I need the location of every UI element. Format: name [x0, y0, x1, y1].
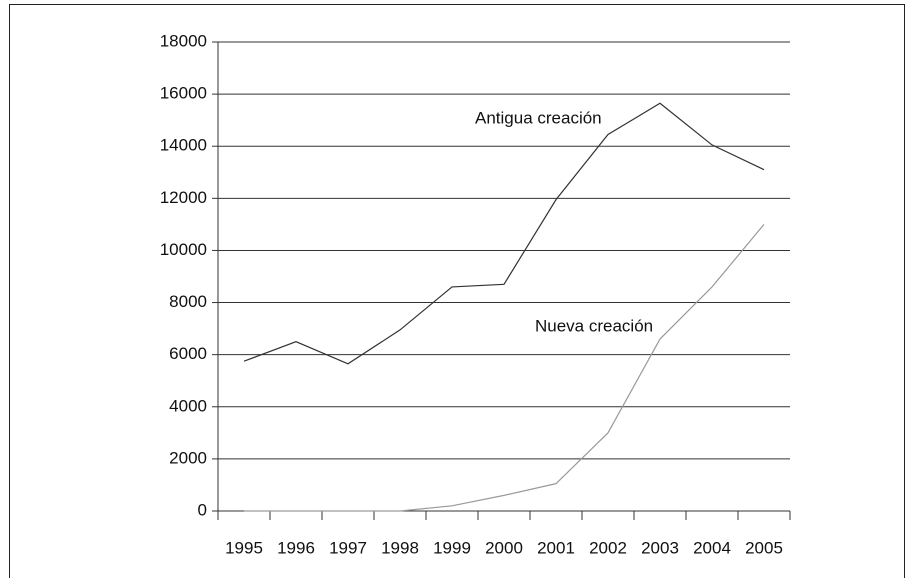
y-tick-label: 6000 — [169, 344, 207, 363]
y-tick-label: 2000 — [169, 448, 207, 467]
x-tick-label: 2000 — [485, 538, 523, 557]
frame — [9, 4, 905, 578]
x-tick-label: 2005 — [745, 538, 783, 557]
x-tick-label: 1999 — [433, 538, 471, 557]
x-tick-label: 2002 — [589, 538, 627, 557]
series-label: Antigua creación — [475, 108, 602, 127]
x-tick-label: 2001 — [537, 538, 575, 557]
y-tick-label: 0 — [198, 500, 207, 519]
x-tick-label: 2004 — [693, 538, 731, 557]
series-label: Nueva creación — [535, 316, 653, 335]
x-tick-label: 1995 — [225, 538, 263, 557]
y-tick-label: 18000 — [160, 31, 207, 50]
y-tick-label: 4000 — [169, 396, 207, 415]
series-line — [243, 102, 765, 365]
y-tick-label: 12000 — [160, 188, 207, 207]
x-tick-label: 1997 — [329, 538, 367, 557]
x-tick-label: 1998 — [381, 538, 419, 557]
y-tick-label: 16000 — [160, 84, 207, 103]
y-tick-label: 10000 — [160, 240, 207, 259]
x-tick-label: 2003 — [641, 538, 679, 557]
x-tick-label: 1996 — [277, 538, 315, 557]
y-tick-label: 8000 — [169, 292, 207, 311]
series-line — [244, 224, 765, 512]
y-tick-label: 14000 — [160, 136, 207, 155]
